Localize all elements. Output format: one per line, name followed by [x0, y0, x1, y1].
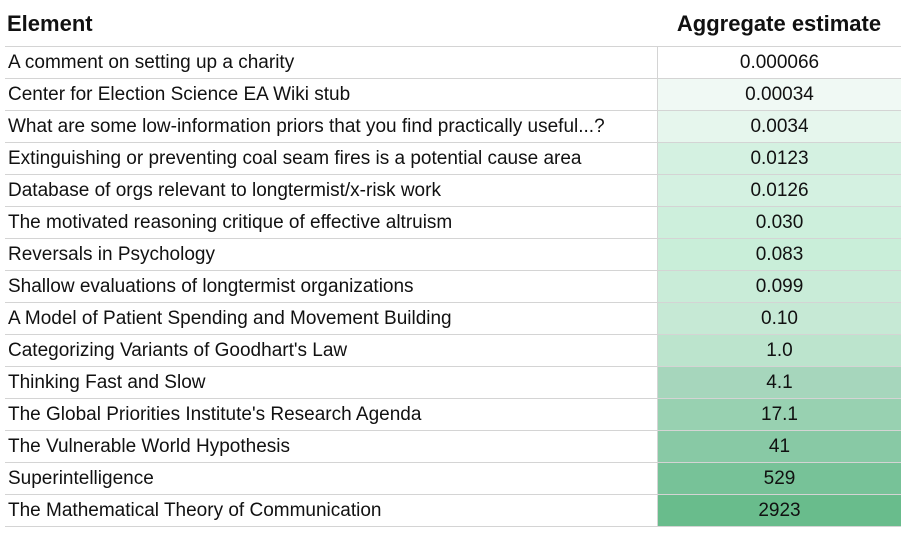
table-row: A comment on setting up a charity 0.00006… — [5, 47, 901, 79]
table-row: Center for Election Science EA Wiki stub… — [5, 79, 901, 111]
element-name-cell: Superintelligence — [8, 468, 154, 489]
element-name-cell: Reversals in Psychology — [8, 244, 215, 265]
aggregate-estimate-cell: 0.030 — [657, 207, 901, 238]
column-header-element: Element — [7, 11, 93, 36]
table-body: A comment on setting up a charity 0.00006… — [5, 47, 901, 527]
estimates-table: Element Aggregate estimate A comment on … — [5, 0, 901, 527]
table-row: The Mathematical Theory of Communication… — [5, 495, 901, 527]
table-row: What are some low-information priors tha… — [5, 111, 901, 143]
aggregate-estimate-cell: 0.0034 — [657, 111, 901, 142]
table-row: The Vulnerable World Hypothesis 41 — [5, 431, 901, 463]
aggregate-estimate-cell: 17.1 — [657, 399, 901, 430]
element-name-cell: Shallow evaluations of longtermist organ… — [8, 276, 414, 297]
table-row: Superintelligence 529 — [5, 463, 901, 495]
table-row: Thinking Fast and Slow 4.1 — [5, 367, 901, 399]
aggregate-estimate-cell: 0.083 — [657, 239, 901, 270]
aggregate-estimate-cell: 0.00034 — [657, 79, 901, 110]
aggregate-estimate-cell: 0.000066 — [657, 47, 901, 78]
aggregate-estimate-cell: 4.1 — [657, 367, 901, 398]
element-name-cell: A comment on setting up a charity — [8, 52, 295, 73]
aggregate-estimate-cell: 1.0 — [657, 335, 901, 366]
table-row: Extinguishing or preventing coal seam fi… — [5, 143, 901, 175]
element-name-cell: Thinking Fast and Slow — [8, 372, 206, 393]
table-row: A Model of Patient Spending and Movement… — [5, 303, 901, 335]
table-header: Element Aggregate estimate — [5, 0, 901, 47]
element-name-cell: What are some low-information priors tha… — [8, 116, 605, 137]
element-name-cell: The motivated reasoning critique of effe… — [8, 212, 453, 233]
element-name-cell: The Mathematical Theory of Communication — [8, 500, 382, 521]
aggregate-estimate-cell: 0.0126 — [657, 175, 901, 206]
aggregate-estimate-cell: 41 — [657, 431, 901, 462]
table-row: The motivated reasoning critique of effe… — [5, 207, 901, 239]
element-name-cell: Extinguishing or preventing coal seam fi… — [8, 148, 582, 169]
aggregate-estimate-cell: 0.0123 — [657, 143, 901, 174]
aggregate-estimate-cell: 2923 — [657, 495, 901, 526]
aggregate-estimate-cell: 0.10 — [657, 303, 901, 334]
aggregate-estimate-cell: 0.099 — [657, 271, 901, 302]
table-row: Reversals in Psychology 0.083 — [5, 239, 901, 271]
table-row: The Global Priorities Institute's Resear… — [5, 399, 901, 431]
element-name-cell: A Model of Patient Spending and Movement… — [8, 308, 452, 329]
element-name-cell: The Vulnerable World Hypothesis — [8, 436, 290, 457]
table-row: Categorizing Variants of Goodhart's Law 1… — [5, 335, 901, 367]
table-row: Database of orgs relevant to longtermist… — [5, 175, 901, 207]
element-name-cell: Database of orgs relevant to longtermist… — [8, 180, 441, 201]
element-name-cell: Categorizing Variants of Goodhart's Law — [8, 340, 348, 361]
element-name-cell: The Global Priorities Institute's Resear… — [8, 404, 422, 425]
aggregate-estimate-cell: 529 — [657, 463, 901, 494]
table-row: Shallow evaluations of longtermist organ… — [5, 271, 901, 303]
column-header-aggregate-estimate: Aggregate estimate — [676, 11, 882, 36]
element-name-cell: Center for Election Science EA Wiki stub — [8, 84, 351, 105]
